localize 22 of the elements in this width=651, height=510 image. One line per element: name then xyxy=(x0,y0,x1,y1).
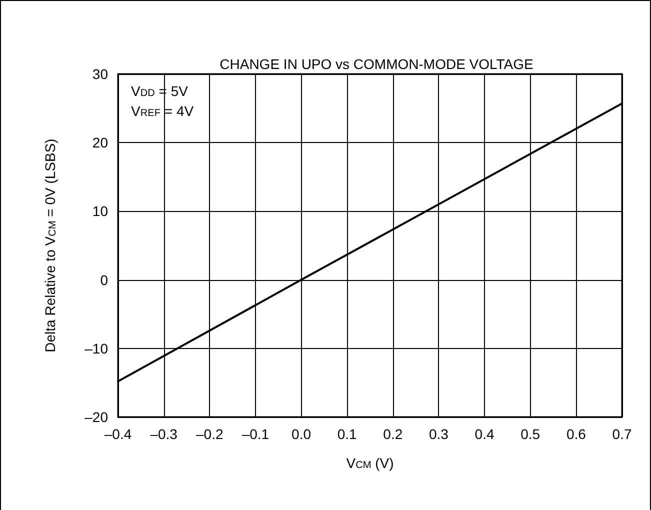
y-tick-label: 20 xyxy=(92,134,108,151)
x-tick-label: 0.0 xyxy=(292,426,312,442)
y-tick-label: –10 xyxy=(84,340,108,356)
y-tick-label: –20 xyxy=(84,409,108,425)
x-tick-label: 0.2 xyxy=(383,426,403,442)
x-tick-label: 0.1 xyxy=(337,426,358,442)
x-tick-label: 0.7 xyxy=(612,426,632,442)
x-tick-label: –0.4 xyxy=(104,426,132,442)
x-tick-label: 0.3 xyxy=(428,426,449,442)
annotation: VREF = 4V xyxy=(131,102,194,120)
x-tick-label: 0.6 xyxy=(566,426,586,442)
y-tick-label: 30 xyxy=(92,66,108,82)
x-tick-label: –0.3 xyxy=(150,426,178,442)
x-tick-label: 0.4 xyxy=(474,426,494,442)
x-tick-label: 0.5 xyxy=(520,426,540,442)
x-tick-label: –0.2 xyxy=(196,426,224,442)
y-axis-title: Delta Relative to VCM = 0V (LSBS) xyxy=(42,138,58,352)
y-tick-label: 10 xyxy=(92,203,108,220)
y-tick-label: 0 xyxy=(100,272,108,288)
x-tick-label: –0.1 xyxy=(242,426,270,442)
chart-title: CHANGE IN UPO vs COMMON-MODE VOLTAGE xyxy=(220,56,534,72)
x-axis-title: VCM (V) xyxy=(346,454,394,472)
